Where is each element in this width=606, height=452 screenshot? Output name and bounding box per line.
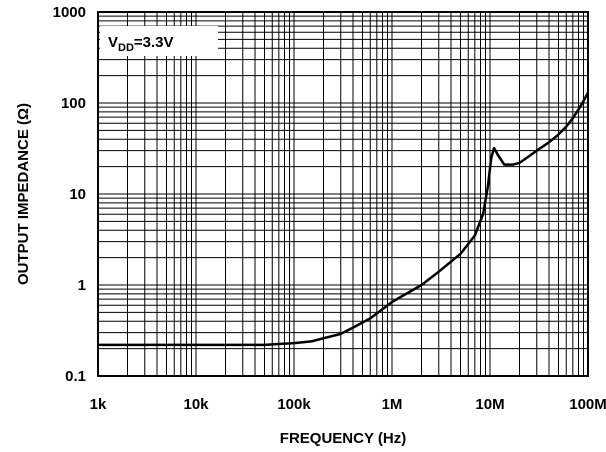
y-tick-label: 100 bbox=[61, 95, 86, 112]
y-tick-label: 10 bbox=[69, 186, 86, 203]
annotation-label: VDD=3.3V bbox=[108, 34, 174, 54]
annotation-box bbox=[100, 26, 218, 56]
y-tick-label: 1000 bbox=[53, 4, 86, 21]
y-axis-title: OUTPUT IMPEDANCE (Ω) bbox=[15, 103, 32, 285]
x-tick-labels: 1k 10k 100k 1M 10M 100M bbox=[90, 396, 606, 413]
plot-frame bbox=[97, 11, 589, 377]
annotation-main: V bbox=[108, 34, 118, 51]
annotation-rest: =3.3V bbox=[134, 34, 174, 51]
x-tick-label: 1M bbox=[382, 396, 403, 413]
x-tick-label: 100M bbox=[569, 396, 606, 413]
grid-lines bbox=[98, 12, 588, 376]
y-tick-labels: 0.1 1 10 100 1000 bbox=[53, 4, 86, 385]
x-tick-label: 100k bbox=[277, 396, 311, 413]
x-tick-label: 1k bbox=[90, 396, 107, 413]
x-axis-title: FREQUENCY (Hz) bbox=[280, 430, 406, 447]
annotation-subscript: DD bbox=[118, 42, 134, 54]
series-layer bbox=[98, 92, 590, 347]
y-tick-label: 0.1 bbox=[65, 368, 86, 385]
x-tick-label: 10k bbox=[183, 396, 209, 413]
y-tick-label: 1 bbox=[78, 277, 86, 294]
x-tick-label: 10M bbox=[475, 396, 504, 413]
vdd-annotation: VDD=3.3V bbox=[100, 26, 218, 56]
series-line-0 bbox=[98, 92, 590, 347]
